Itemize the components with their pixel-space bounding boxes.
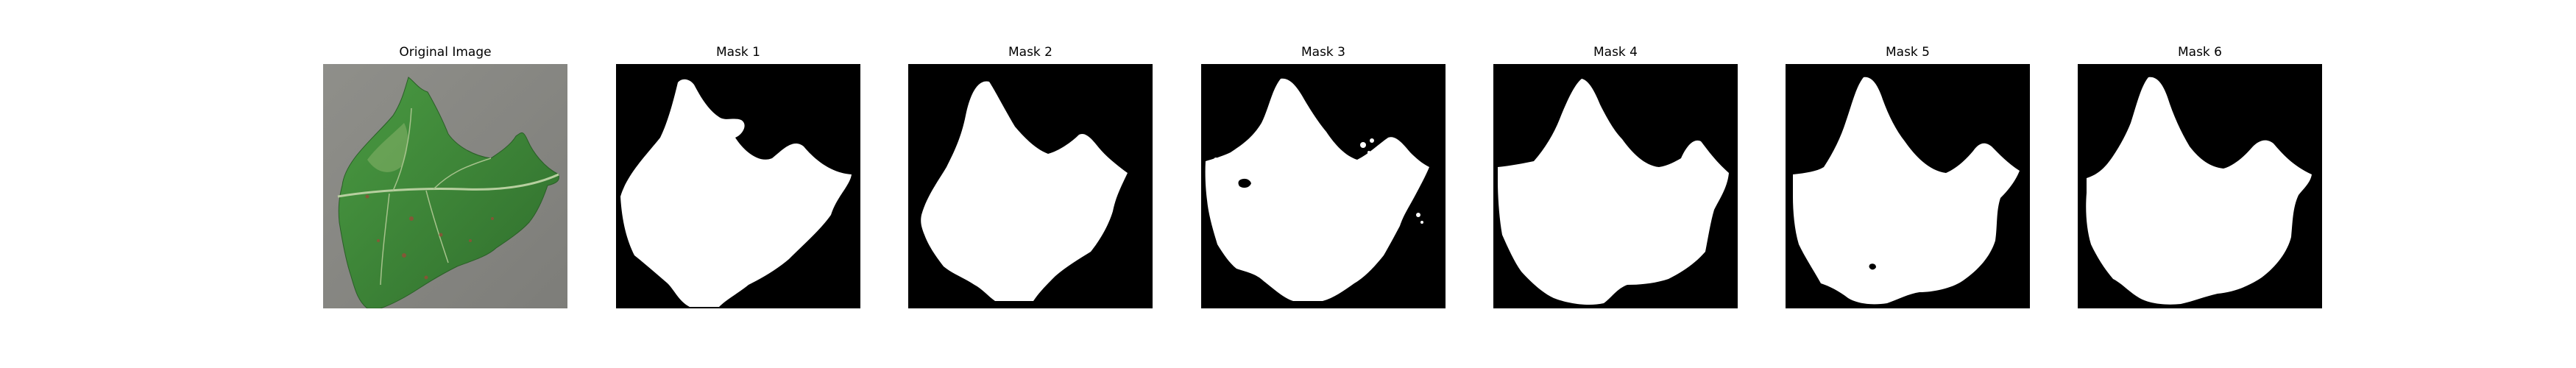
panel-title: Mask 3 bbox=[1301, 45, 1345, 60]
mask-speckles bbox=[1214, 138, 1423, 244]
mask-3-svg bbox=[1201, 64, 1446, 308]
mask-foreground bbox=[1205, 78, 1429, 301]
panel-title: Mask 5 bbox=[1885, 45, 1930, 60]
leaf-vein bbox=[380, 107, 492, 286]
panel-original-image: Original Image bbox=[323, 44, 567, 309]
panel-mask-2: Mask 2 bbox=[908, 44, 1153, 309]
panel-mask-3: Mask 3 bbox=[1201, 44, 1446, 309]
mask-5-svg bbox=[1786, 64, 2030, 308]
leaf-spots bbox=[365, 194, 494, 280]
panel-title: Original Image bbox=[399, 45, 492, 60]
panel-mask-6: Mask 6 bbox=[2078, 44, 2322, 309]
panel-mask-1: Mask 1 bbox=[616, 44, 860, 309]
mask-5-image bbox=[1786, 64, 2030, 308]
mask-foreground bbox=[2086, 77, 2312, 305]
panel-title: Mask 4 bbox=[1593, 45, 1638, 60]
mask-foreground bbox=[1793, 77, 2020, 305]
mask-foreground bbox=[620, 79, 852, 307]
mask-foreground bbox=[1498, 79, 1729, 305]
leaf-photo-svg bbox=[323, 64, 567, 308]
mask-6-image bbox=[2078, 64, 2322, 308]
mask-foreground bbox=[921, 81, 1128, 302]
leaf-light-patch bbox=[367, 123, 408, 172]
mask-4-image bbox=[1493, 64, 1738, 308]
panel-title: Mask 1 bbox=[715, 45, 760, 60]
panel-mask-5: Mask 5 bbox=[1786, 44, 2030, 309]
mask-4-svg bbox=[1493, 64, 1738, 308]
panel-title: Mask 2 bbox=[1008, 45, 1052, 60]
leaf-midrib bbox=[337, 173, 559, 198]
mask-1-image bbox=[616, 64, 860, 308]
original-leaf-photo bbox=[323, 64, 567, 308]
mask-2-svg bbox=[908, 64, 1153, 308]
mask-6-svg bbox=[2078, 64, 2322, 308]
mask-3-image bbox=[1201, 64, 1446, 308]
mask-1-svg bbox=[616, 64, 860, 308]
panel-mask-4: Mask 4 bbox=[1493, 44, 1738, 309]
panel-title: Mask 6 bbox=[2177, 45, 2222, 60]
mask-2-image bbox=[908, 64, 1153, 308]
